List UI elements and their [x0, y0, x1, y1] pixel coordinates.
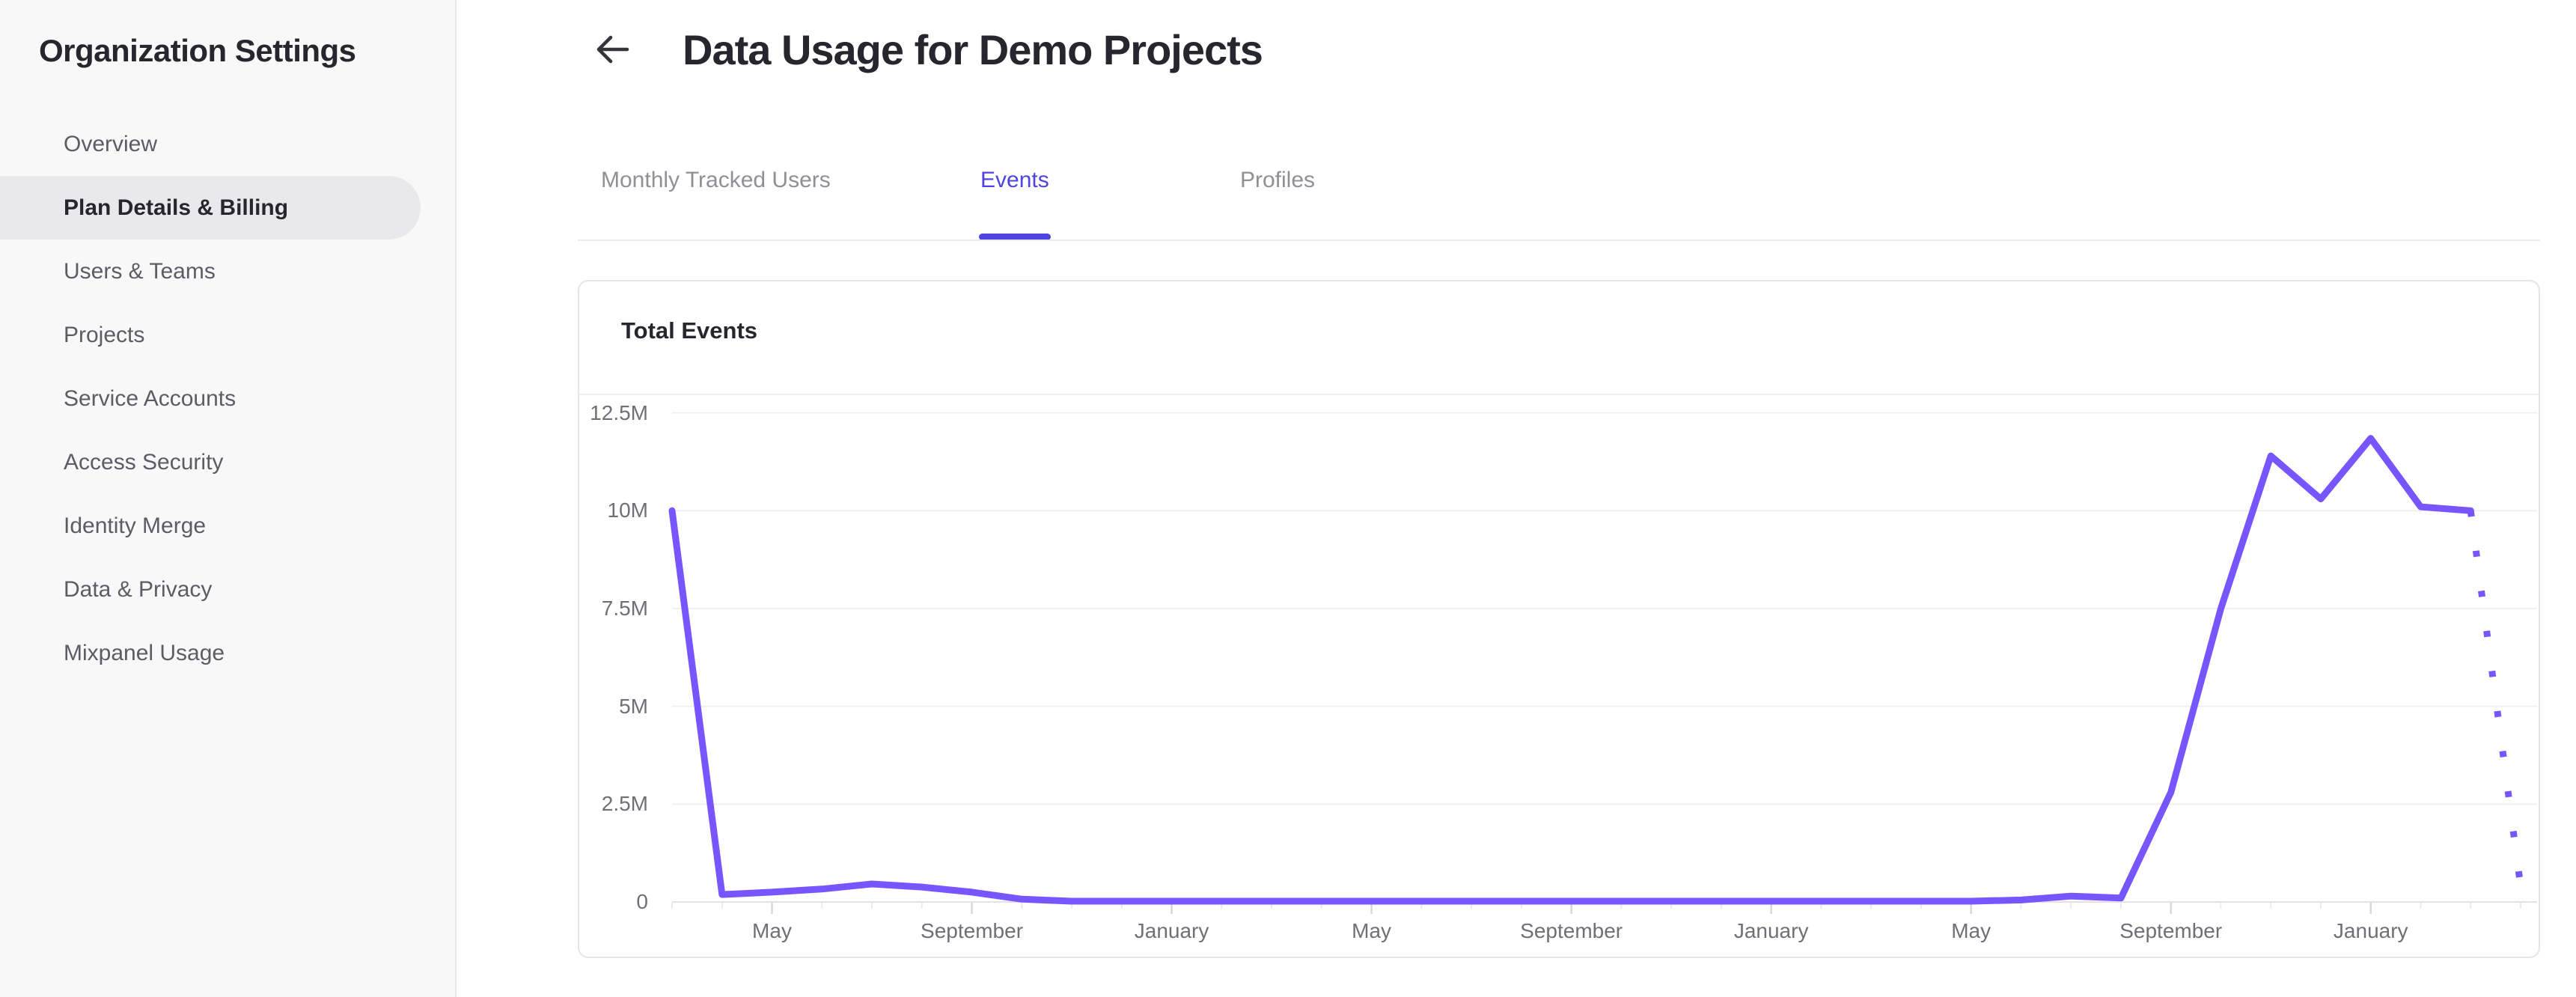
sidebar-item-label: Plan Details & Billing: [64, 195, 289, 220]
sidebar: Organization Settings Overview Plan Detai…: [0, 0, 457, 997]
tab-label: Events: [980, 168, 1049, 192]
x-axis-label: September: [921, 919, 1024, 942]
y-axis-label: 7.5M: [601, 596, 648, 620]
sidebar-item-label: Users & Teams: [64, 258, 216, 284]
total-events-line-chart[interactable]: [578, 280, 2540, 958]
y-axis-label: 10M: [607, 498, 648, 522]
sidebar-item-label: Identity Merge: [64, 513, 207, 538]
x-axis-label: January: [1134, 919, 1209, 942]
x-axis-label: September: [2119, 919, 2223, 942]
active-tab-indicator: [979, 234, 1051, 240]
sidebar-item-access-security[interactable]: Access Security: [0, 430, 457, 494]
sidebar-item-identity-merge[interactable]: Identity Merge: [0, 494, 457, 558]
sidebar-item-projects[interactable]: Projects: [0, 303, 457, 367]
sidebar-item-label: Data & Privacy: [64, 576, 213, 602]
sidebar-item-label: Projects: [64, 322, 145, 347]
sidebar-item-data-privacy[interactable]: Data & Privacy: [0, 558, 457, 621]
tab-events[interactable]: Events: [979, 168, 1051, 240]
sidebar-item-overview[interactable]: Overview: [0, 112, 457, 176]
page-title: Data Usage for Demo Projects: [683, 26, 1263, 73]
tab-bar-divider: [578, 240, 2540, 241]
tab-profiles[interactable]: Profiles: [1240, 168, 1315, 201]
tab-label: Profiles: [1240, 168, 1316, 192]
x-axis-label: May: [752, 919, 792, 942]
tab-monthly-tracked-users[interactable]: Monthly Tracked Users: [601, 168, 831, 201]
sidebar-item-label: Access Security: [64, 449, 224, 475]
events-series-projected-dotted: [2467, 510, 2524, 887]
x-axis-label: September: [1520, 919, 1623, 942]
active-item-highlight: [0, 176, 421, 240]
y-axis-label: 5M: [619, 694, 648, 718]
sidebar-item-users-teams[interactable]: Users & Teams: [0, 240, 457, 303]
back-button[interactable]: [590, 27, 635, 72]
x-axis-label: January: [1733, 919, 1809, 942]
y-axis-label: 12.5M: [590, 400, 648, 424]
card-divider: [579, 394, 2539, 395]
left-arrow-icon: [596, 35, 629, 64]
sidebar-item-plan-details-billing[interactable]: Plan Details & Billing: [0, 176, 457, 240]
events-series-line: [668, 435, 2474, 905]
sidebar-title: Organization Settings: [39, 33, 356, 68]
sidebar-item-mixpanel-usage[interactable]: Mixpanel Usage: [0, 621, 457, 685]
tab-label: Monthly Tracked Users: [601, 168, 831, 192]
x-axis-label: May: [1352, 919, 1392, 942]
y-axis-label: 0: [636, 890, 648, 913]
x-axis-label: May: [1951, 919, 1991, 942]
sidebar-item-label: Overview: [64, 131, 158, 156]
x-axis-label: January: [2333, 919, 2408, 942]
y-axis-label: 2.5M: [601, 792, 648, 816]
sidebar-item-service-accounts[interactable]: Service Accounts: [0, 367, 457, 430]
card-title: Total Events: [621, 317, 758, 344]
total-events-card: Total Events: [578, 280, 2540, 958]
sidebar-nav: Overview Plan Details & Billing Users & Te…: [0, 112, 457, 685]
sidebar-item-label: Service Accounts: [64, 385, 236, 411]
sidebar-item-label: Mixpanel Usage: [64, 640, 225, 665]
